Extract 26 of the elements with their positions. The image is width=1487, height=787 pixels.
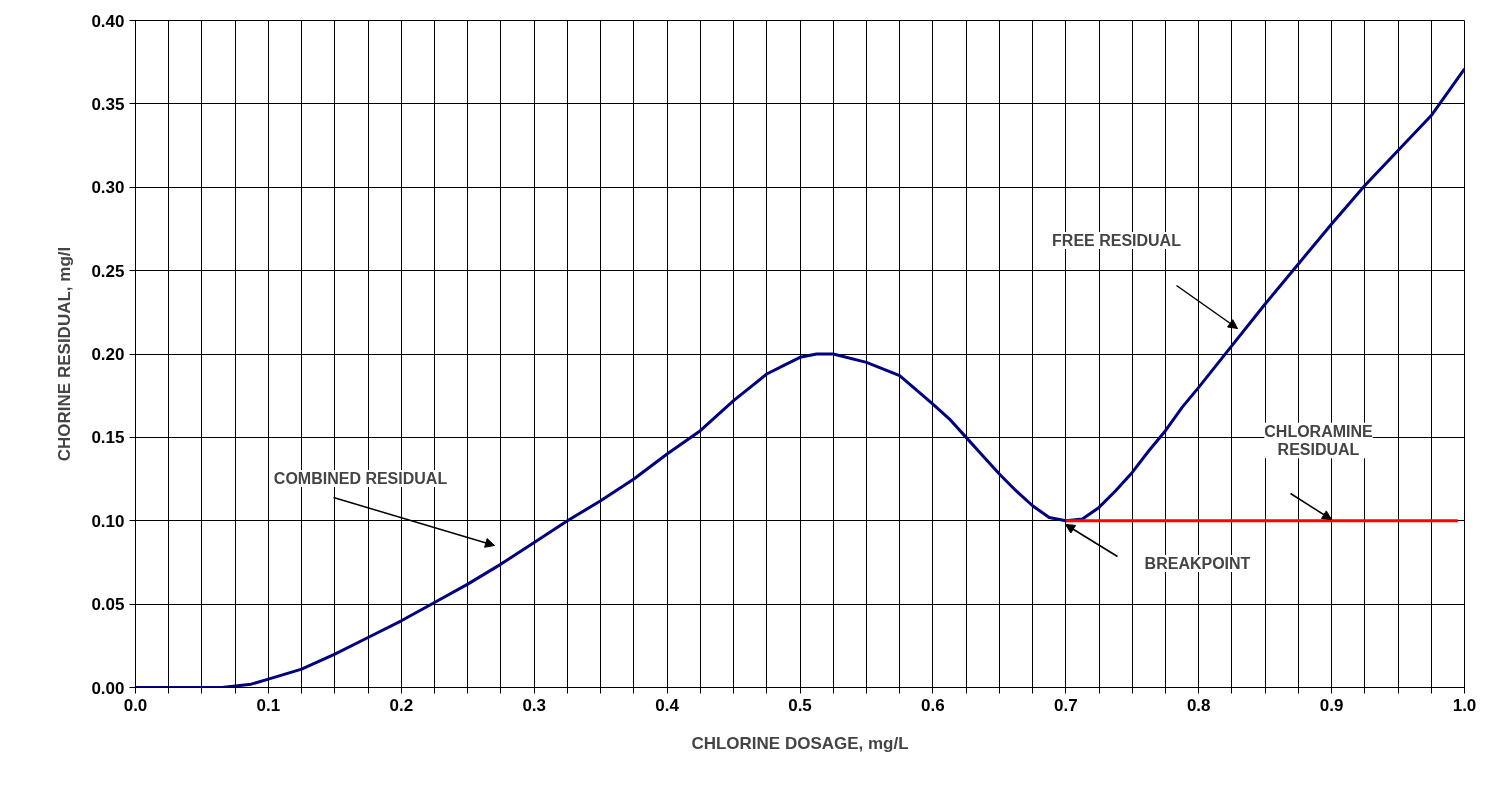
x-tick-label: 0.7: [1053, 695, 1078, 715]
y-tick-label: 0.40: [91, 11, 125, 31]
annotation: FREE RESIDUAL: [1052, 232, 1182, 249]
y-axis-title: CHORINE RESIDUAL, mg/l: [55, 246, 75, 462]
x-tick-label: 0.0: [123, 695, 148, 715]
x-tick-label: 1.0: [1452, 695, 1477, 715]
y-tick-label: 0.10: [91, 511, 125, 531]
x-tick-label: 0.2: [389, 695, 414, 715]
x-tick-label: 0.6: [921, 695, 945, 715]
y-tick-label: 0.15: [91, 428, 125, 448]
x-tick-label: 0.1: [256, 695, 281, 715]
x-tick-label: 0.5: [788, 695, 812, 715]
x-tick-label: 0.8: [1186, 695, 1211, 715]
annotation: BREAKPOINT: [1144, 555, 1251, 572]
y-tick-label: 0.00: [91, 678, 125, 698]
x-tick-label: 0.4: [655, 695, 680, 715]
y-tick-label: 0.35: [91, 94, 125, 114]
y-tick-label: 0.25: [91, 261, 125, 281]
x-tick-label: 0.3: [522, 695, 547, 715]
y-tick-label: 0.05: [91, 595, 125, 615]
y-tick-label: 0.20: [91, 345, 125, 364]
x-tick-label: 0.9: [1319, 695, 1344, 715]
annotation: COMBINED RESIDUAL: [273, 470, 448, 487]
y-tick-label: 0.30: [91, 178, 125, 198]
x-axis-title: CHLORINE DOSAGE, mg/L: [691, 733, 909, 753]
annotation: CHLORAMINE RESIDUAL: [1264, 422, 1374, 459]
